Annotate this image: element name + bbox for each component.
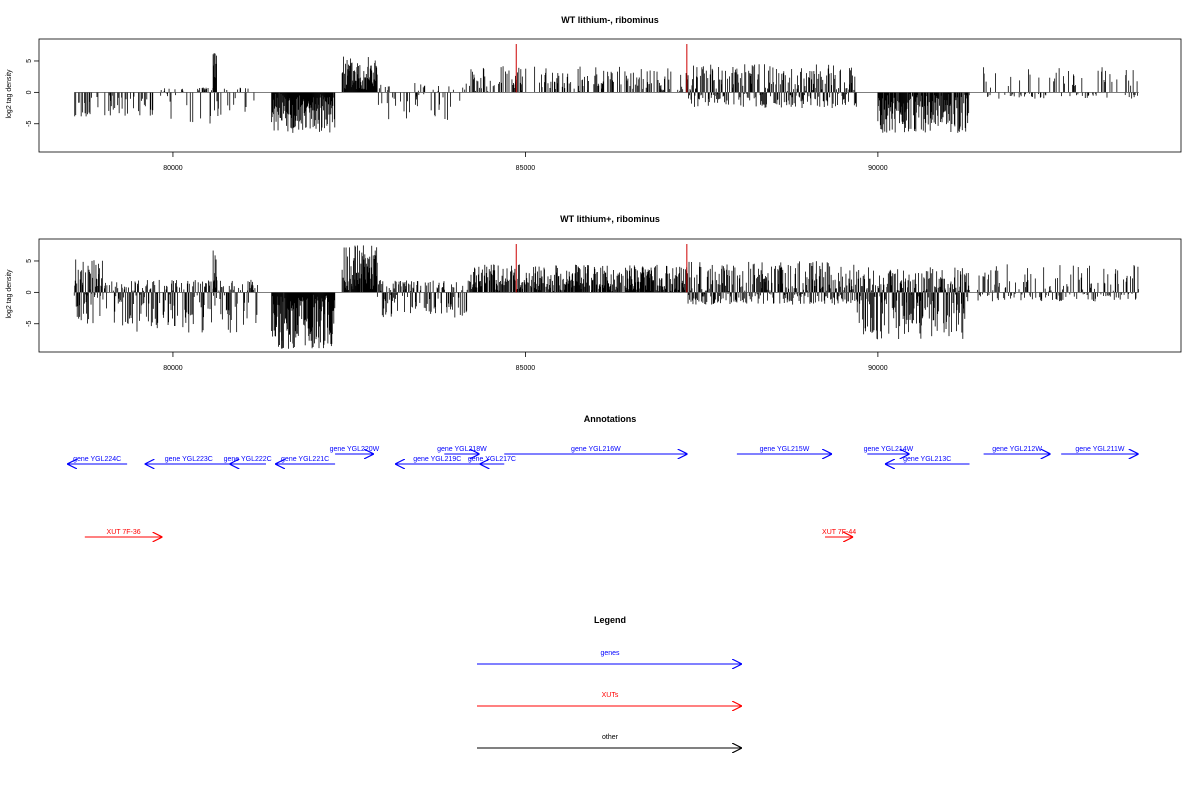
gene-label: gene YGL222C xyxy=(224,456,272,463)
xut-label: XUT 7F-36 xyxy=(107,529,141,536)
x-tick-label: 80000 xyxy=(163,365,183,372)
gene-label: gene YGL215W xyxy=(760,446,810,453)
gene-label: gene YGL223C xyxy=(165,456,213,463)
x-tick-label: 80000 xyxy=(163,165,183,172)
y-tick-label: -5 xyxy=(26,121,33,127)
y-tick-label: 5 xyxy=(26,259,33,263)
gene-label: gene YGL214W xyxy=(864,446,914,453)
track-1-y-axis: -5 0 5 xyxy=(26,59,39,127)
gene-label: gene YGL212W xyxy=(992,446,1042,453)
xut-annotations: XUT 7F-36 XUT 7F-44 xyxy=(84,529,856,537)
gene-label: gene YGL216W xyxy=(571,446,621,453)
track-panel-2: WT lithium+, ribominus log2 tag density … xyxy=(6,214,1182,372)
track-2-title: WT lithium+, ribominus xyxy=(560,214,660,224)
x-tick-label: 90000 xyxy=(868,365,888,372)
x-tick-label: 90000 xyxy=(868,165,888,172)
track-1-title: WT lithium-, ribominus xyxy=(561,15,659,25)
track-2-bars xyxy=(73,245,1139,349)
gene-label: gene YGL211W xyxy=(1075,446,1125,453)
track-1-ylabel: log2 tag density xyxy=(6,69,13,119)
annotations-panel: Annotations gene YGL224C gene YGL223C gene… xyxy=(67,414,1139,537)
track-1-highlights xyxy=(515,44,688,93)
gene-label: gene YGL219C xyxy=(413,456,461,463)
x-tick-label: 85000 xyxy=(516,165,536,172)
x-tick-label: 85000 xyxy=(516,365,536,372)
track-1-x-axis: 80000 85000 90000 xyxy=(163,152,888,172)
y-tick-label: 0 xyxy=(26,290,33,294)
gene-label: gene YGL217C xyxy=(468,456,516,463)
gene-label: gene YGL213C xyxy=(903,456,951,463)
xut-label: XUT 7F-44 xyxy=(822,529,856,536)
legend-title: Legend xyxy=(594,615,626,625)
track-2-plot-frame xyxy=(38,238,1182,353)
track-1-plot-frame xyxy=(38,38,1182,153)
track-1-bars xyxy=(74,53,1139,133)
gene-label: gene YGL221C xyxy=(281,456,329,463)
gene-label: gene YGL220W xyxy=(330,446,380,453)
legend-label: genes xyxy=(600,650,620,657)
track-2-x-axis: 80000 85000 90000 xyxy=(163,352,888,372)
gene-label: gene YGL224C xyxy=(73,456,121,463)
track-2-y-axis: -5 0 5 xyxy=(26,259,39,327)
gene-label: gene YGL218W xyxy=(437,446,487,453)
legend-panel: Legend genes XUTs other xyxy=(477,615,742,748)
y-tick-label: -5 xyxy=(26,321,33,327)
annotations-title: Annotations xyxy=(584,414,637,424)
legend-label: other xyxy=(602,734,619,741)
y-tick-label: 0 xyxy=(26,90,33,94)
track-panel-1: WT lithium-, ribominus log2 tag density … xyxy=(6,15,1182,172)
legend-label: XUTs xyxy=(602,692,619,699)
y-tick-label: 5 xyxy=(26,59,33,63)
track-2-ylabel: log2 tag density xyxy=(6,269,13,319)
legend-items: genes XUTs other xyxy=(477,650,742,748)
track-2-highlights xyxy=(515,244,688,293)
gene-annotations: gene YGL224C gene YGL223C gene YGL222C gene… xyxy=(67,446,1139,464)
